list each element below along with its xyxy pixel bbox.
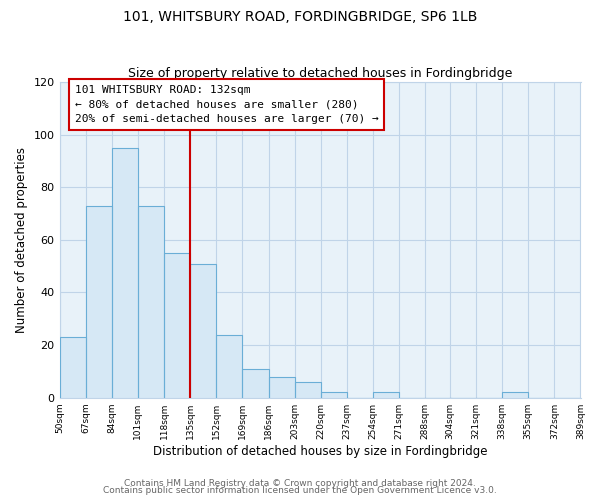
Text: 101 WHITSBURY ROAD: 132sqm
← 80% of detached houses are smaller (280)
20% of sem: 101 WHITSBURY ROAD: 132sqm ← 80% of deta… <box>75 84 379 124</box>
X-axis label: Distribution of detached houses by size in Fordingbridge: Distribution of detached houses by size … <box>153 444 487 458</box>
Text: Contains public sector information licensed under the Open Government Licence v3: Contains public sector information licen… <box>103 486 497 495</box>
Text: Contains HM Land Registry data © Crown copyright and database right 2024.: Contains HM Land Registry data © Crown c… <box>124 478 476 488</box>
Y-axis label: Number of detached properties: Number of detached properties <box>15 147 28 333</box>
Text: 101, WHITSBURY ROAD, FORDINGBRIDGE, SP6 1LB: 101, WHITSBURY ROAD, FORDINGBRIDGE, SP6 … <box>123 10 477 24</box>
Title: Size of property relative to detached houses in Fordingbridge: Size of property relative to detached ho… <box>128 66 512 80</box>
